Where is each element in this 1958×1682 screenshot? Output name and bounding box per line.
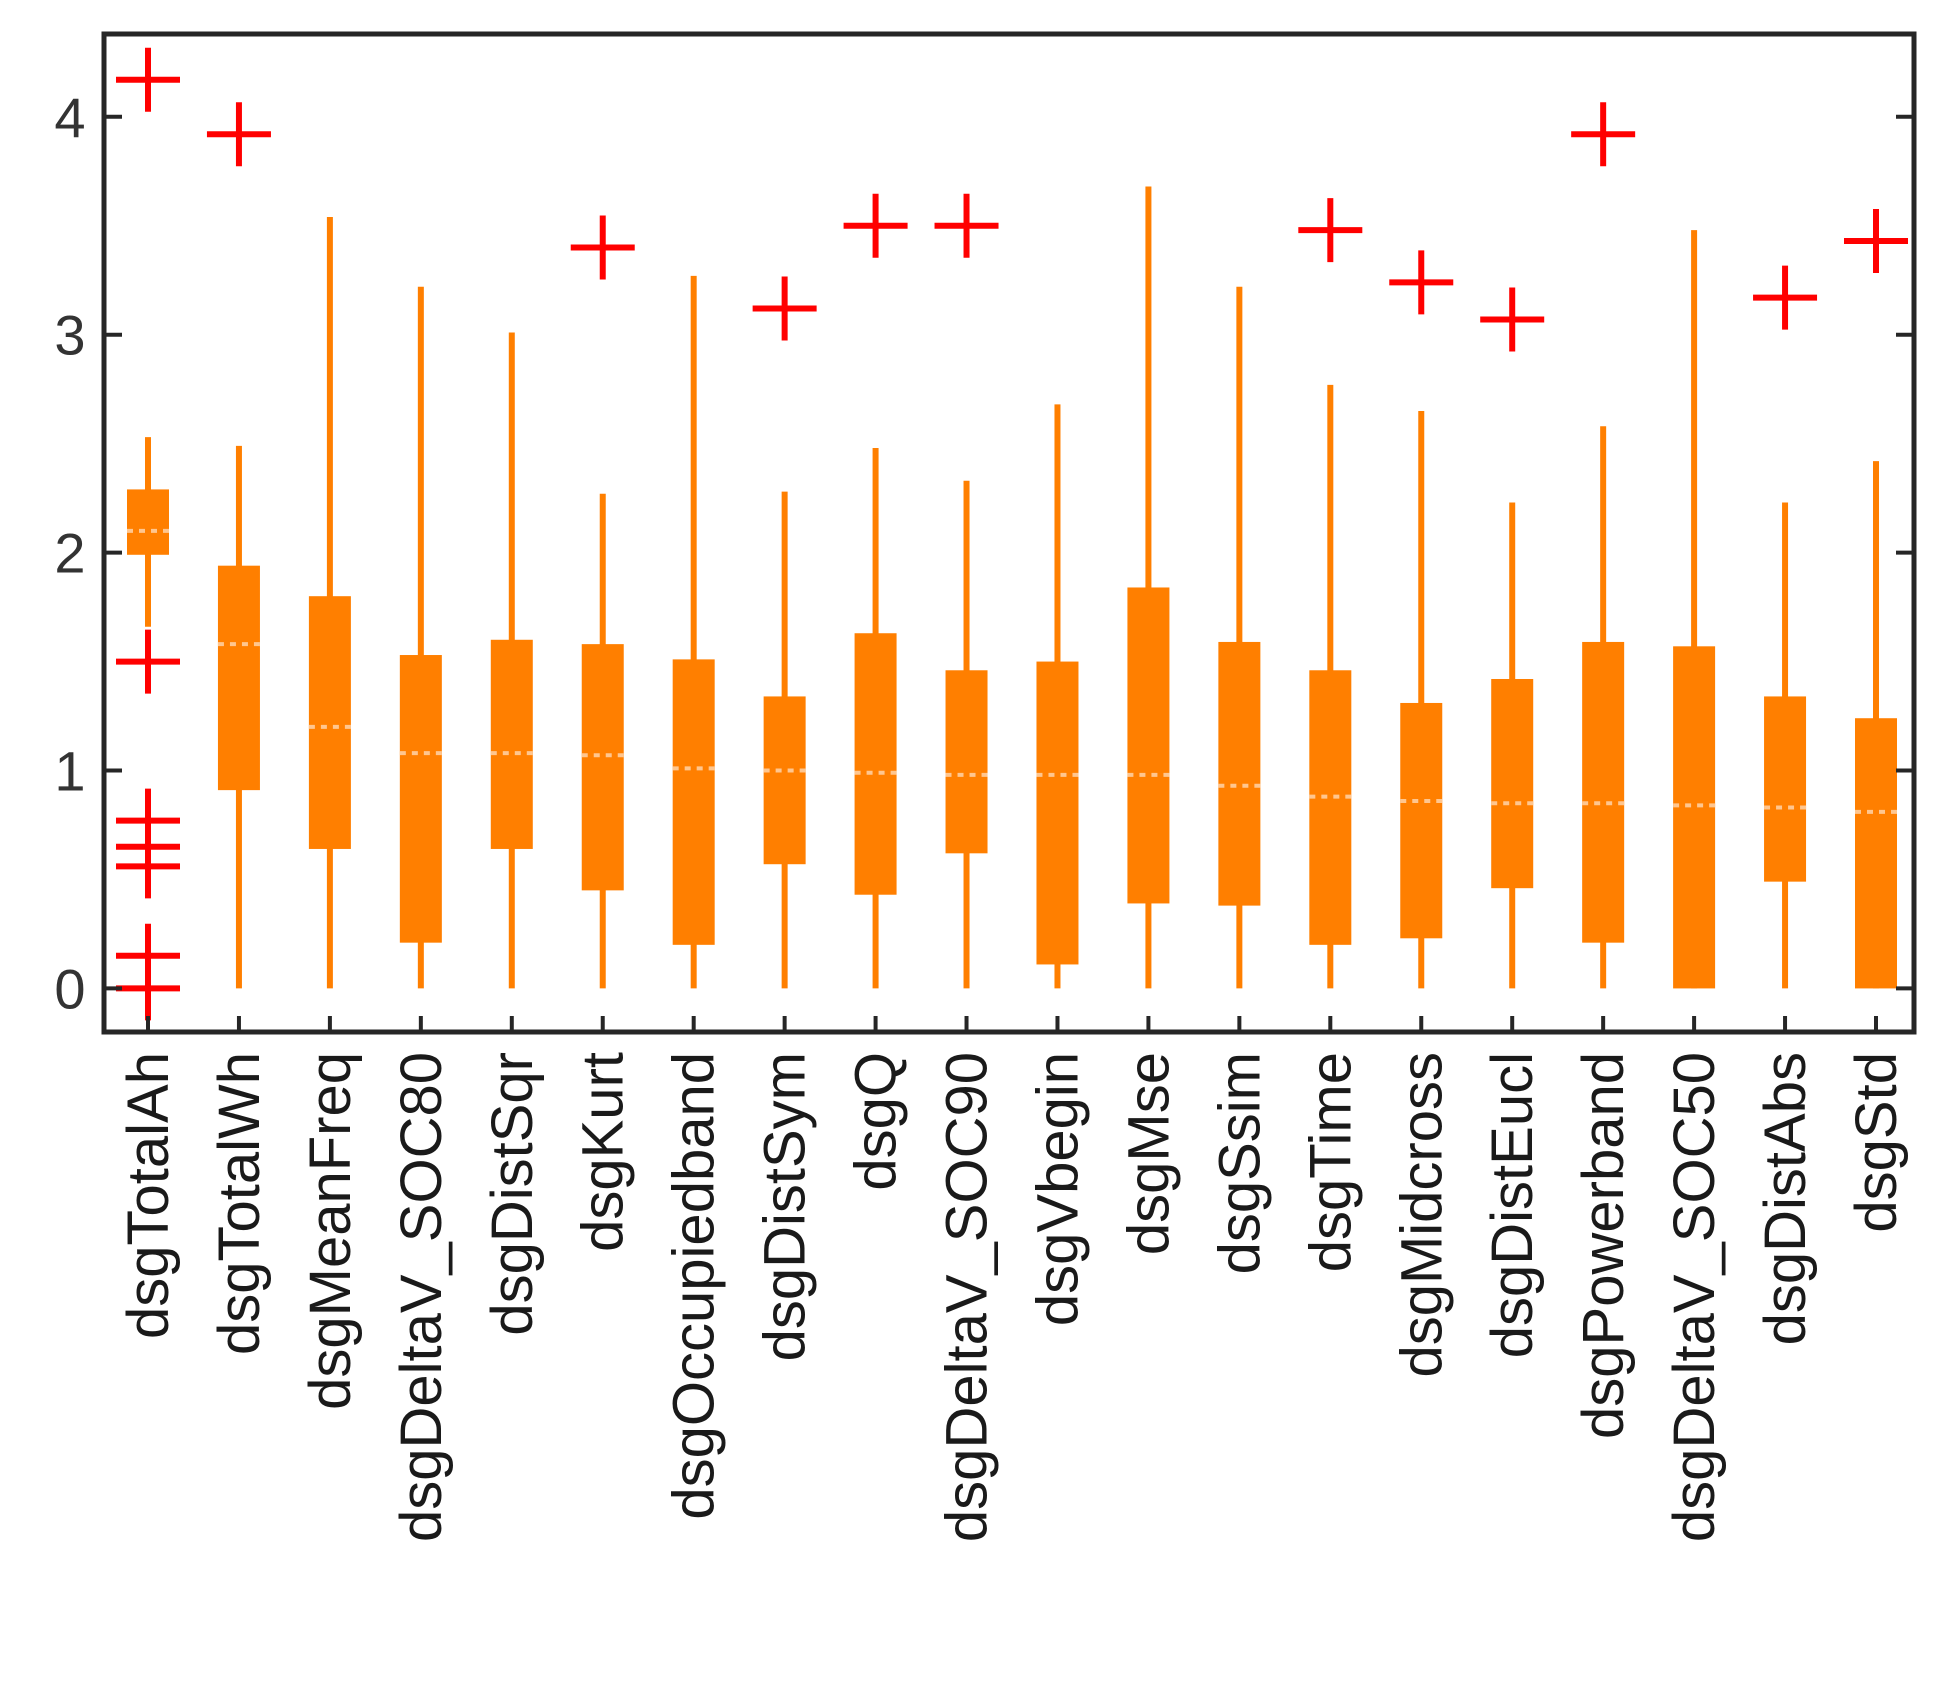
box-dsgDistAbs: [1764, 696, 1807, 882]
box-dsgDeltaV_SOC90: [945, 670, 988, 854]
x-tick-label-dsgDistSqr: dsgDistSqr: [480, 1052, 545, 1336]
box-group-dsgDeltaV_SOC50: [1673, 230, 1716, 989]
box-dsgQ: [854, 633, 897, 895]
outlier-dsgTime-0: [1298, 198, 1363, 263]
x-tick-label-dsgDeltaV_SOC50: dsgDeltaV_SOC50: [1662, 1052, 1727, 1542]
box-dsgTotalWh: [217, 565, 260, 791]
box-group-dsgPowerband: [1571, 102, 1636, 989]
outlier-dsgMidcross-0: [1389, 250, 1454, 315]
outlier-dsgDeltaV_SOC90-0: [934, 193, 999, 258]
outlier-dsgTotalAh-0: [116, 47, 180, 112]
box-group-dsgMeanFreq: [308, 217, 351, 989]
chart-marks: [116, 47, 1908, 1021]
box-dsgPowerband: [1582, 641, 1625, 943]
x-axis-labels: dsgTotalAh dsgTotalWh dsgMeanFreq dsgDeltaV…: [116, 1016, 1909, 1542]
box-group-dsgVbegin: [1036, 404, 1079, 989]
outlier-dsgDistAbs-0: [1753, 265, 1818, 330]
outlier-dsgPowerband-0: [1571, 102, 1636, 167]
outlier-dsgDistSym-0: [752, 276, 817, 341]
box-dsgVbegin: [1036, 661, 1079, 965]
x-tick-label-dsgTotalWh: dsgTotalWh: [207, 1052, 272, 1355]
x-tick-label-dsgVbegin: dsgVbegin: [1025, 1052, 1090, 1326]
y-tick-label-1: 1: [54, 740, 85, 803]
box-dsgDistSym: [763, 696, 806, 865]
box-dsgMse: [1127, 587, 1170, 904]
outlier-dsgQ-0: [843, 193, 908, 258]
box-group-dsgStd: [1844, 209, 1908, 989]
box-dsgKurt: [581, 644, 624, 891]
box-dsgStd: [1855, 718, 1897, 989]
box-group-dsgMse: [1127, 186, 1170, 989]
outlier-dsgDistEucl-0: [1480, 287, 1545, 352]
box-group-dsgMidcross: [1389, 250, 1454, 989]
y-axis-ticks: 0 1 2 3 4: [54, 86, 1914, 1020]
outlier-dsgStd-0: [1844, 209, 1908, 274]
box-group-dsgTotalWh: [206, 102, 271, 989]
x-tick-label-dsgTotalAh: dsgTotalAh: [116, 1052, 181, 1339]
box-dsgDistEucl: [1491, 678, 1534, 889]
x-tick-label-dsgQ: dsgQ: [844, 1052, 909, 1191]
x-tick-label-dsgKurt: dsgKurt: [571, 1052, 636, 1252]
box-dsgMidcross: [1400, 702, 1443, 939]
y-tick-label-4: 4: [54, 86, 85, 149]
box-dsgOccupiedband: [672, 659, 715, 945]
plot-frame: [101, 31, 1917, 1035]
box-group-dsgTime: [1298, 198, 1363, 989]
x-tick-label-dsgSsim: dsgSsim: [1207, 1052, 1272, 1274]
box-group-dsgDistSqr: [490, 332, 533, 989]
box-group-dsgSsim: [1218, 286, 1261, 989]
box-group-dsgDistEucl: [1480, 287, 1545, 989]
box-dsgMeanFreq: [308, 596, 351, 849]
box-dsgSsim: [1218, 641, 1261, 906]
box-group-dsgTotalAh: [116, 47, 180, 1021]
y-tick-label-3: 3: [54, 304, 85, 367]
box-group-dsgDistAbs: [1753, 265, 1818, 989]
box-dsgTime: [1309, 670, 1352, 945]
box-dsgDeltaV_SOC80: [399, 655, 442, 943]
x-tick-label-dsgMidcross: dsgMidcross: [1389, 1052, 1454, 1378]
x-tick-label-dsgStd: dsgStd: [1844, 1052, 1909, 1233]
box-group-dsgDistSym: [752, 276, 817, 989]
y-tick-label-2: 2: [54, 522, 85, 585]
box-group-dsgOccupiedband: [672, 275, 715, 989]
outlier-dsgTotalWh-0: [206, 102, 271, 167]
box-dsgTotalAh: [127, 489, 169, 555]
box-group-dsgDeltaV_SOC90: [934, 193, 999, 989]
x-tick-label-dsgMeanFreq: dsgMeanFreq: [298, 1052, 363, 1410]
x-tick-label-dsgPowerband: dsgPowerband: [1571, 1052, 1636, 1439]
x-tick-label-dsgDistAbs: dsgDistAbs: [1753, 1052, 1818, 1345]
x-tick-label-dsgOccupiedband: dsgOccupiedband: [662, 1052, 727, 1520]
x-tick-label-dsgTime: dsgTime: [1298, 1052, 1363, 1272]
box-group-dsgQ: [843, 193, 908, 989]
y-tick-label-0: 0: [54, 957, 85, 1020]
x-tick-label-dsgDeltaV_SOC80: dsgDeltaV_SOC80: [389, 1052, 454, 1542]
x-tick-label-dsgDistSym: dsgDistSym: [753, 1052, 818, 1361]
outlier-dsgTotalAh-4: [116, 834, 180, 899]
x-tick-label-dsgDeltaV_SOC90: dsgDeltaV_SOC90: [935, 1052, 1000, 1542]
box-group-dsgDeltaV_SOC80: [399, 286, 442, 989]
outlier-dsgTotalAh-1: [116, 629, 180, 694]
outlier-dsgKurt-0: [570, 215, 635, 280]
box-dsgDistSqr: [490, 639, 533, 849]
outlier-dsgTotalAh-6: [116, 956, 180, 1021]
x-tick-label-dsgDistEucl: dsgDistEucl: [1480, 1052, 1545, 1358]
box-group-dsgKurt: [570, 215, 635, 989]
x-tick-label-dsgMse: dsgMse: [1116, 1052, 1181, 1255]
box-dsgDeltaV_SOC50: [1673, 646, 1716, 989]
